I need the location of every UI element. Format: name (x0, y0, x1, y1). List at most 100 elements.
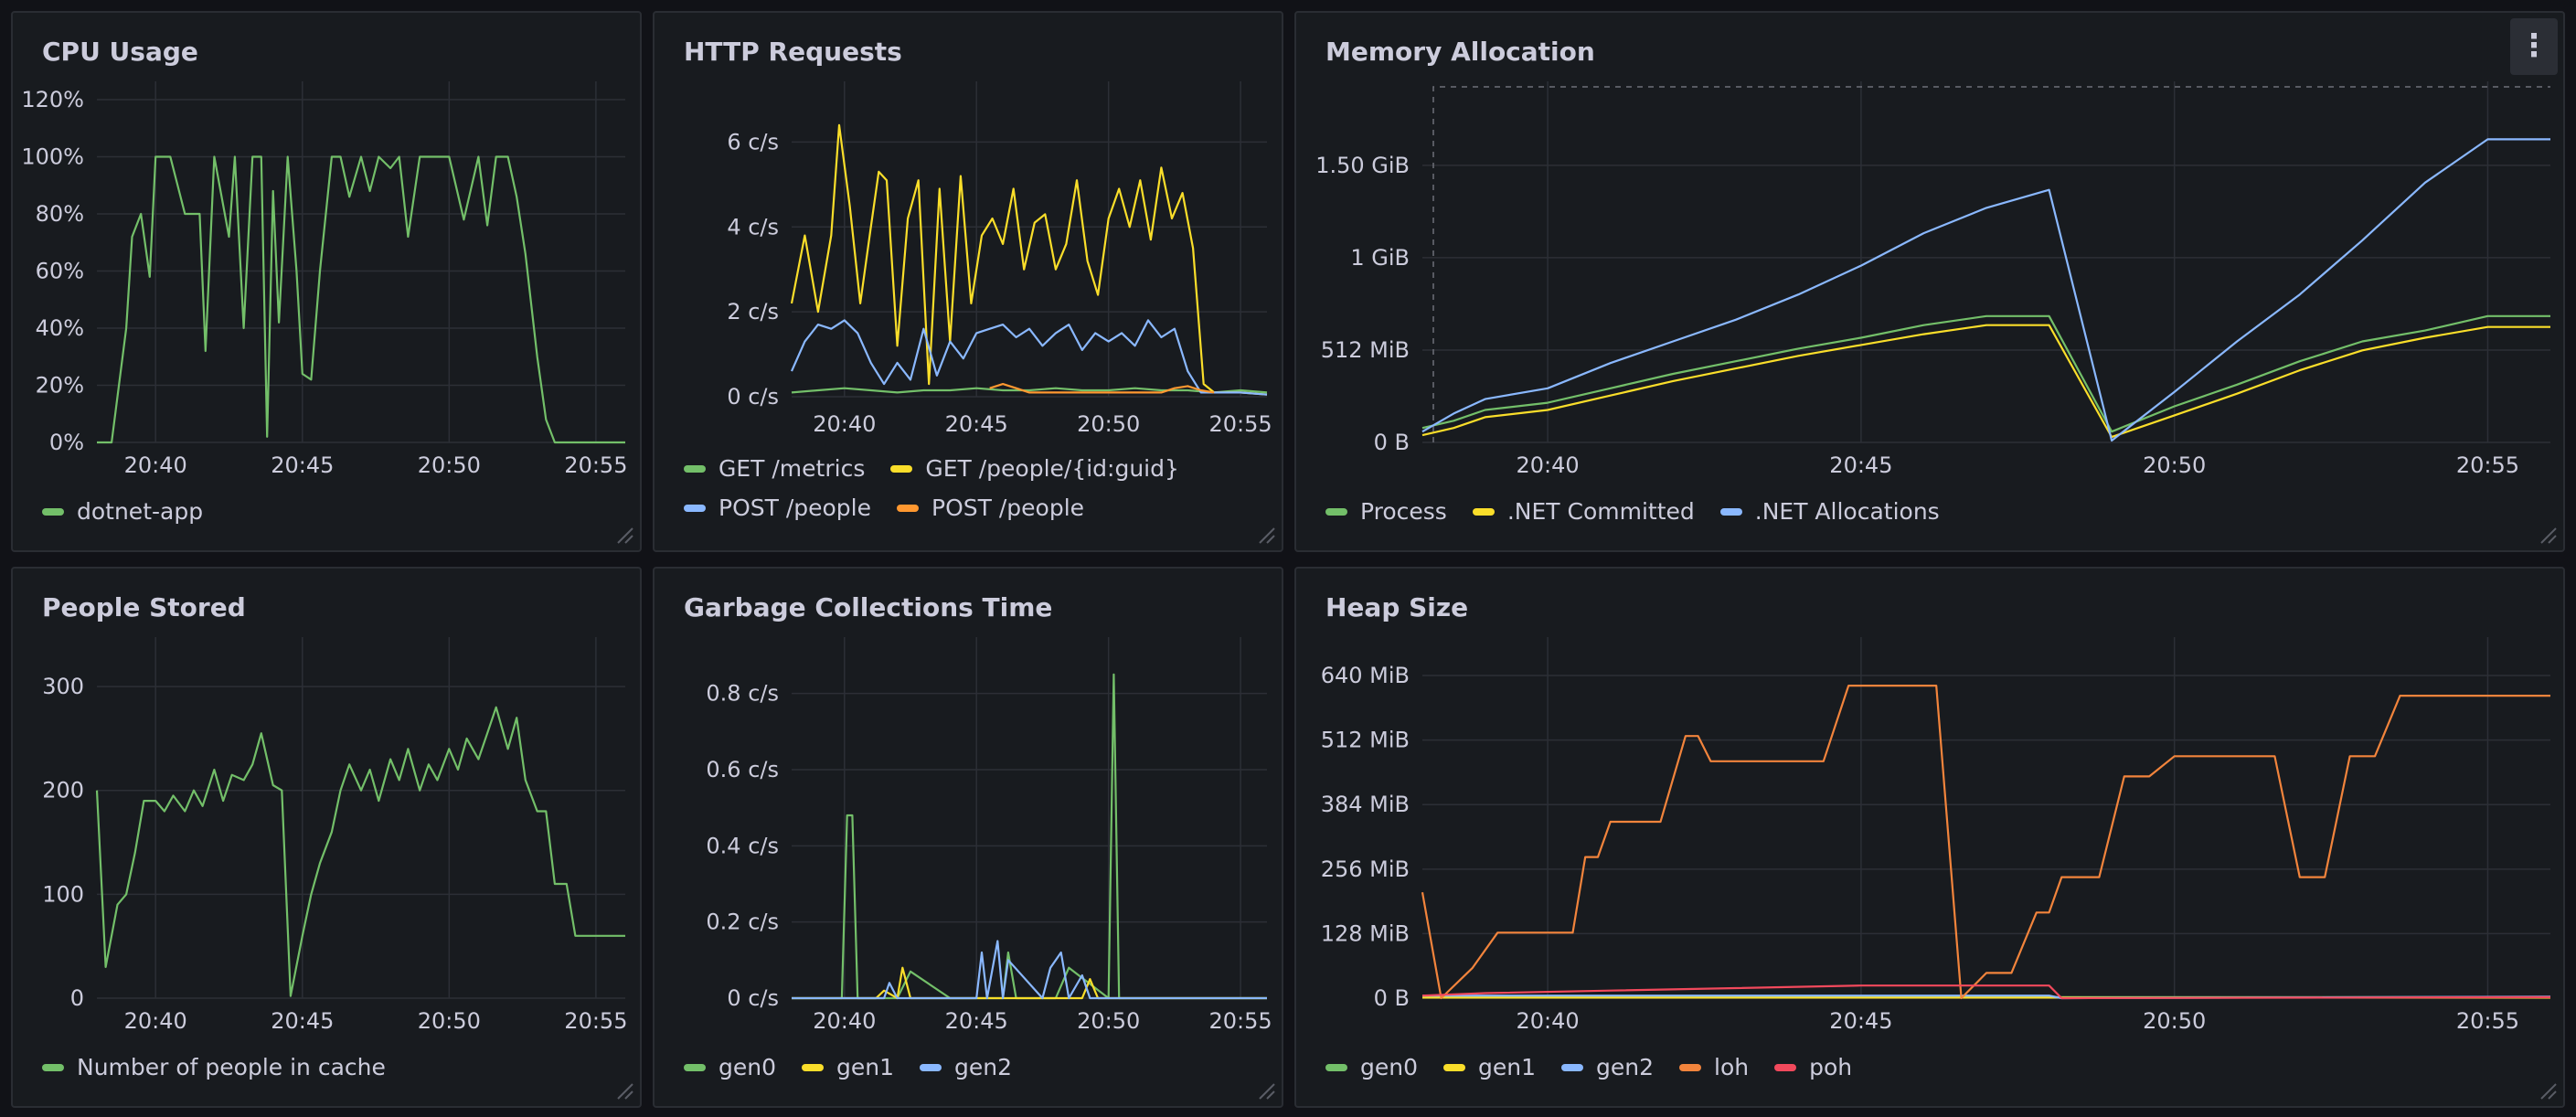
legend: dotnet-app (42, 498, 203, 525)
legend-swatch (1472, 507, 1495, 516)
panel-title: Garbage Collections Time (684, 592, 1053, 622)
y-tick-label: 640 MiB (1321, 663, 1410, 688)
legend-item[interactable]: POST /people (684, 495, 871, 521)
panel-title: HTTP Requests (684, 37, 902, 67)
memory-allocation-chart[interactable]: 0 B 512 MiB 1 GiB 1.50 GiB 20:40 20:45 20:50 20… (1296, 13, 2565, 552)
legend-label: poh (1809, 1054, 1853, 1080)
series-line-3[interactable] (989, 383, 1215, 394)
panel-cpu-usage[interactable]: CPU Usage 0% 20% 40% 60% 80% 100% 120% 20:40 20:… (11, 11, 642, 552)
legend-swatch (920, 1063, 942, 1071)
legend-item[interactable]: gen1 (802, 1054, 894, 1080)
series-line-0[interactable] (791, 387, 1268, 394)
legend-swatch (1443, 1063, 1466, 1071)
threshold-line (1432, 86, 2550, 442)
series-line-2[interactable] (1421, 138, 2550, 442)
legend-item[interactable]: poh (1774, 1054, 1852, 1080)
series-line-2[interactable] (792, 940, 1267, 1000)
legend-item[interactable]: GET /metrics (684, 455, 865, 482)
garbage-collections-chart[interactable]: 0 c/s 0.2 c/s 0.4 c/s 0.6 c/s 0.8 c/s 20:40 20… (655, 569, 1283, 1108)
series-line-1[interactable] (792, 966, 1267, 1000)
y-tick-label: 200 (42, 778, 84, 803)
panel-garbage-collections-time[interactable]: Garbage Collections Time 0 c/s 0.2 c/s 0.4… (653, 567, 1283, 1108)
resize-handle-icon[interactable] (1256, 525, 1276, 545)
series-line-3[interactable] (1421, 685, 2550, 1000)
legend-item[interactable]: gen0 (1325, 1054, 1418, 1080)
series-line-0[interactable] (792, 673, 1267, 1000)
legend-label: gen0 (1360, 1054, 1419, 1080)
y-tick-label: 0.2 c/s (706, 910, 779, 935)
legend-item[interactable]: gen1 (1443, 1054, 1536, 1080)
y-tick-label: 60% (36, 259, 84, 284)
x-tick-label: 20:45 (271, 1008, 334, 1034)
panel-title: Heap Size (1325, 592, 1469, 622)
legend-item[interactable]: Number of people in cache (42, 1054, 386, 1080)
x-tick-label: 20:50 (2143, 452, 2206, 478)
resize-handle-icon[interactable] (614, 1080, 634, 1101)
legend-swatch (1719, 507, 1742, 516)
legend-item[interactable]: .NET Committed (1472, 498, 1695, 525)
resize-handle-icon[interactable] (614, 525, 634, 545)
people-stored-chart[interactable]: 0 100 200 300 20:40 20:45 20:50 20:55 (13, 569, 642, 1108)
series-line-0[interactable] (95, 706, 625, 997)
legend-swatch (684, 464, 706, 473)
panel-heap-size[interactable]: Heap Size 0 B 128 MiB 256 MiB 384 MiB 512 Mi… (1294, 567, 2565, 1108)
y-tick-label: 256 MiB (1321, 856, 1410, 882)
panel-memory-allocation[interactable]: Memory Allocation ⋮ 0 B 512 MiB 1 GiB 1.50 … (1294, 11, 2565, 552)
resize-handle-icon[interactable] (1256, 1080, 1276, 1101)
legend-item[interactable]: gen0 (684, 1054, 776, 1080)
legend-swatch (1325, 1063, 1347, 1071)
x-tick-label: 20:55 (2456, 452, 2519, 478)
y-tick-label: 40% (36, 315, 84, 341)
y-tick-label: 0 B (1374, 430, 1410, 455)
legend-item[interactable]: POST /people (897, 495, 1084, 521)
x-tick-label: 20:50 (1077, 411, 1140, 437)
legend-label: Number of people in cache (77, 1054, 386, 1080)
series-line-1[interactable] (1421, 324, 2550, 439)
x-tick-label: 20:45 (271, 452, 334, 478)
legend-item[interactable]: gen2 (1561, 1054, 1654, 1080)
x-tick-label: 20:45 (1829, 452, 1892, 478)
y-tick-label: 384 MiB (1321, 792, 1410, 817)
legend-label: Process (1360, 498, 1447, 525)
legend-swatch (802, 1063, 825, 1071)
legend-swatch (684, 1063, 706, 1071)
x-tick-label: 20:50 (1077, 1008, 1140, 1034)
legend-item[interactable]: GET /people/{id:guid} (890, 455, 1179, 482)
more-vertical-icon[interactable]: ⋮ (2510, 18, 2558, 75)
y-tick-label: 0.8 c/s (706, 681, 779, 707)
x-tick-label: 20:50 (2143, 1008, 2206, 1034)
legend-item[interactable]: dotnet-app (42, 498, 203, 525)
series-line-0[interactable] (97, 155, 625, 444)
legend-swatch (1679, 1063, 1702, 1071)
x-tick-label: 20:40 (1517, 1008, 1580, 1034)
panel-http-requests[interactable]: HTTP Requests 0 c/s 2 c/s 4 c/s 6 c/s 20:40 2… (653, 11, 1283, 552)
legend-swatch (1774, 1063, 1797, 1071)
legend-label: gen2 (954, 1054, 1013, 1080)
resize-handle-icon[interactable] (2538, 1080, 2558, 1101)
cpu-usage-chart[interactable]: 0% 20% 40% 60% 80% 100% 120% 20:40 20:45 20:50 20:… (13, 13, 642, 552)
series-line-2[interactable] (790, 319, 1268, 396)
legend-swatch (1561, 1063, 1584, 1071)
series-line-4[interactable] (1421, 984, 2551, 1000)
legend-item[interactable]: gen2 (920, 1054, 1012, 1080)
legend-item[interactable]: Process (1325, 498, 1447, 525)
y-tick-label: 120% (21, 87, 84, 112)
y-tick-label: 100% (21, 144, 84, 170)
legend-label: dotnet-app (77, 498, 204, 525)
y-tick-label: 0 c/s (727, 384, 779, 410)
y-tick-label: 2 c/s (727, 299, 779, 324)
x-tick-label: 20:40 (1517, 452, 1580, 478)
y-tick-label: 0 (70, 985, 84, 1011)
series-line-1[interactable] (790, 123, 1268, 396)
http-requests-chart[interactable]: 0 c/s 2 c/s 4 c/s 6 c/s 20:40 20:45 20:50 20:55 (655, 13, 1283, 552)
y-tick-label: 6 c/s (727, 129, 779, 154)
heap-size-chart[interactable]: 0 B 128 MiB 256 MiB 384 MiB 512 MiB 640 MiB 20… (1296, 569, 2565, 1108)
legend-item[interactable]: loh (1679, 1054, 1749, 1080)
resize-handle-icon[interactable] (2538, 525, 2558, 545)
legend-item[interactable]: .NET Allocations (1719, 498, 1940, 525)
series-line-0[interactable] (1421, 314, 2550, 433)
panel-people-stored[interactable]: People Stored 0 100 200 300 20:40 20:45 20:50 2… (11, 567, 642, 1108)
panel-title: People Stored (42, 592, 246, 622)
y-tick-label: 4 c/s (727, 214, 779, 239)
legend-label: POST /people (719, 495, 872, 521)
